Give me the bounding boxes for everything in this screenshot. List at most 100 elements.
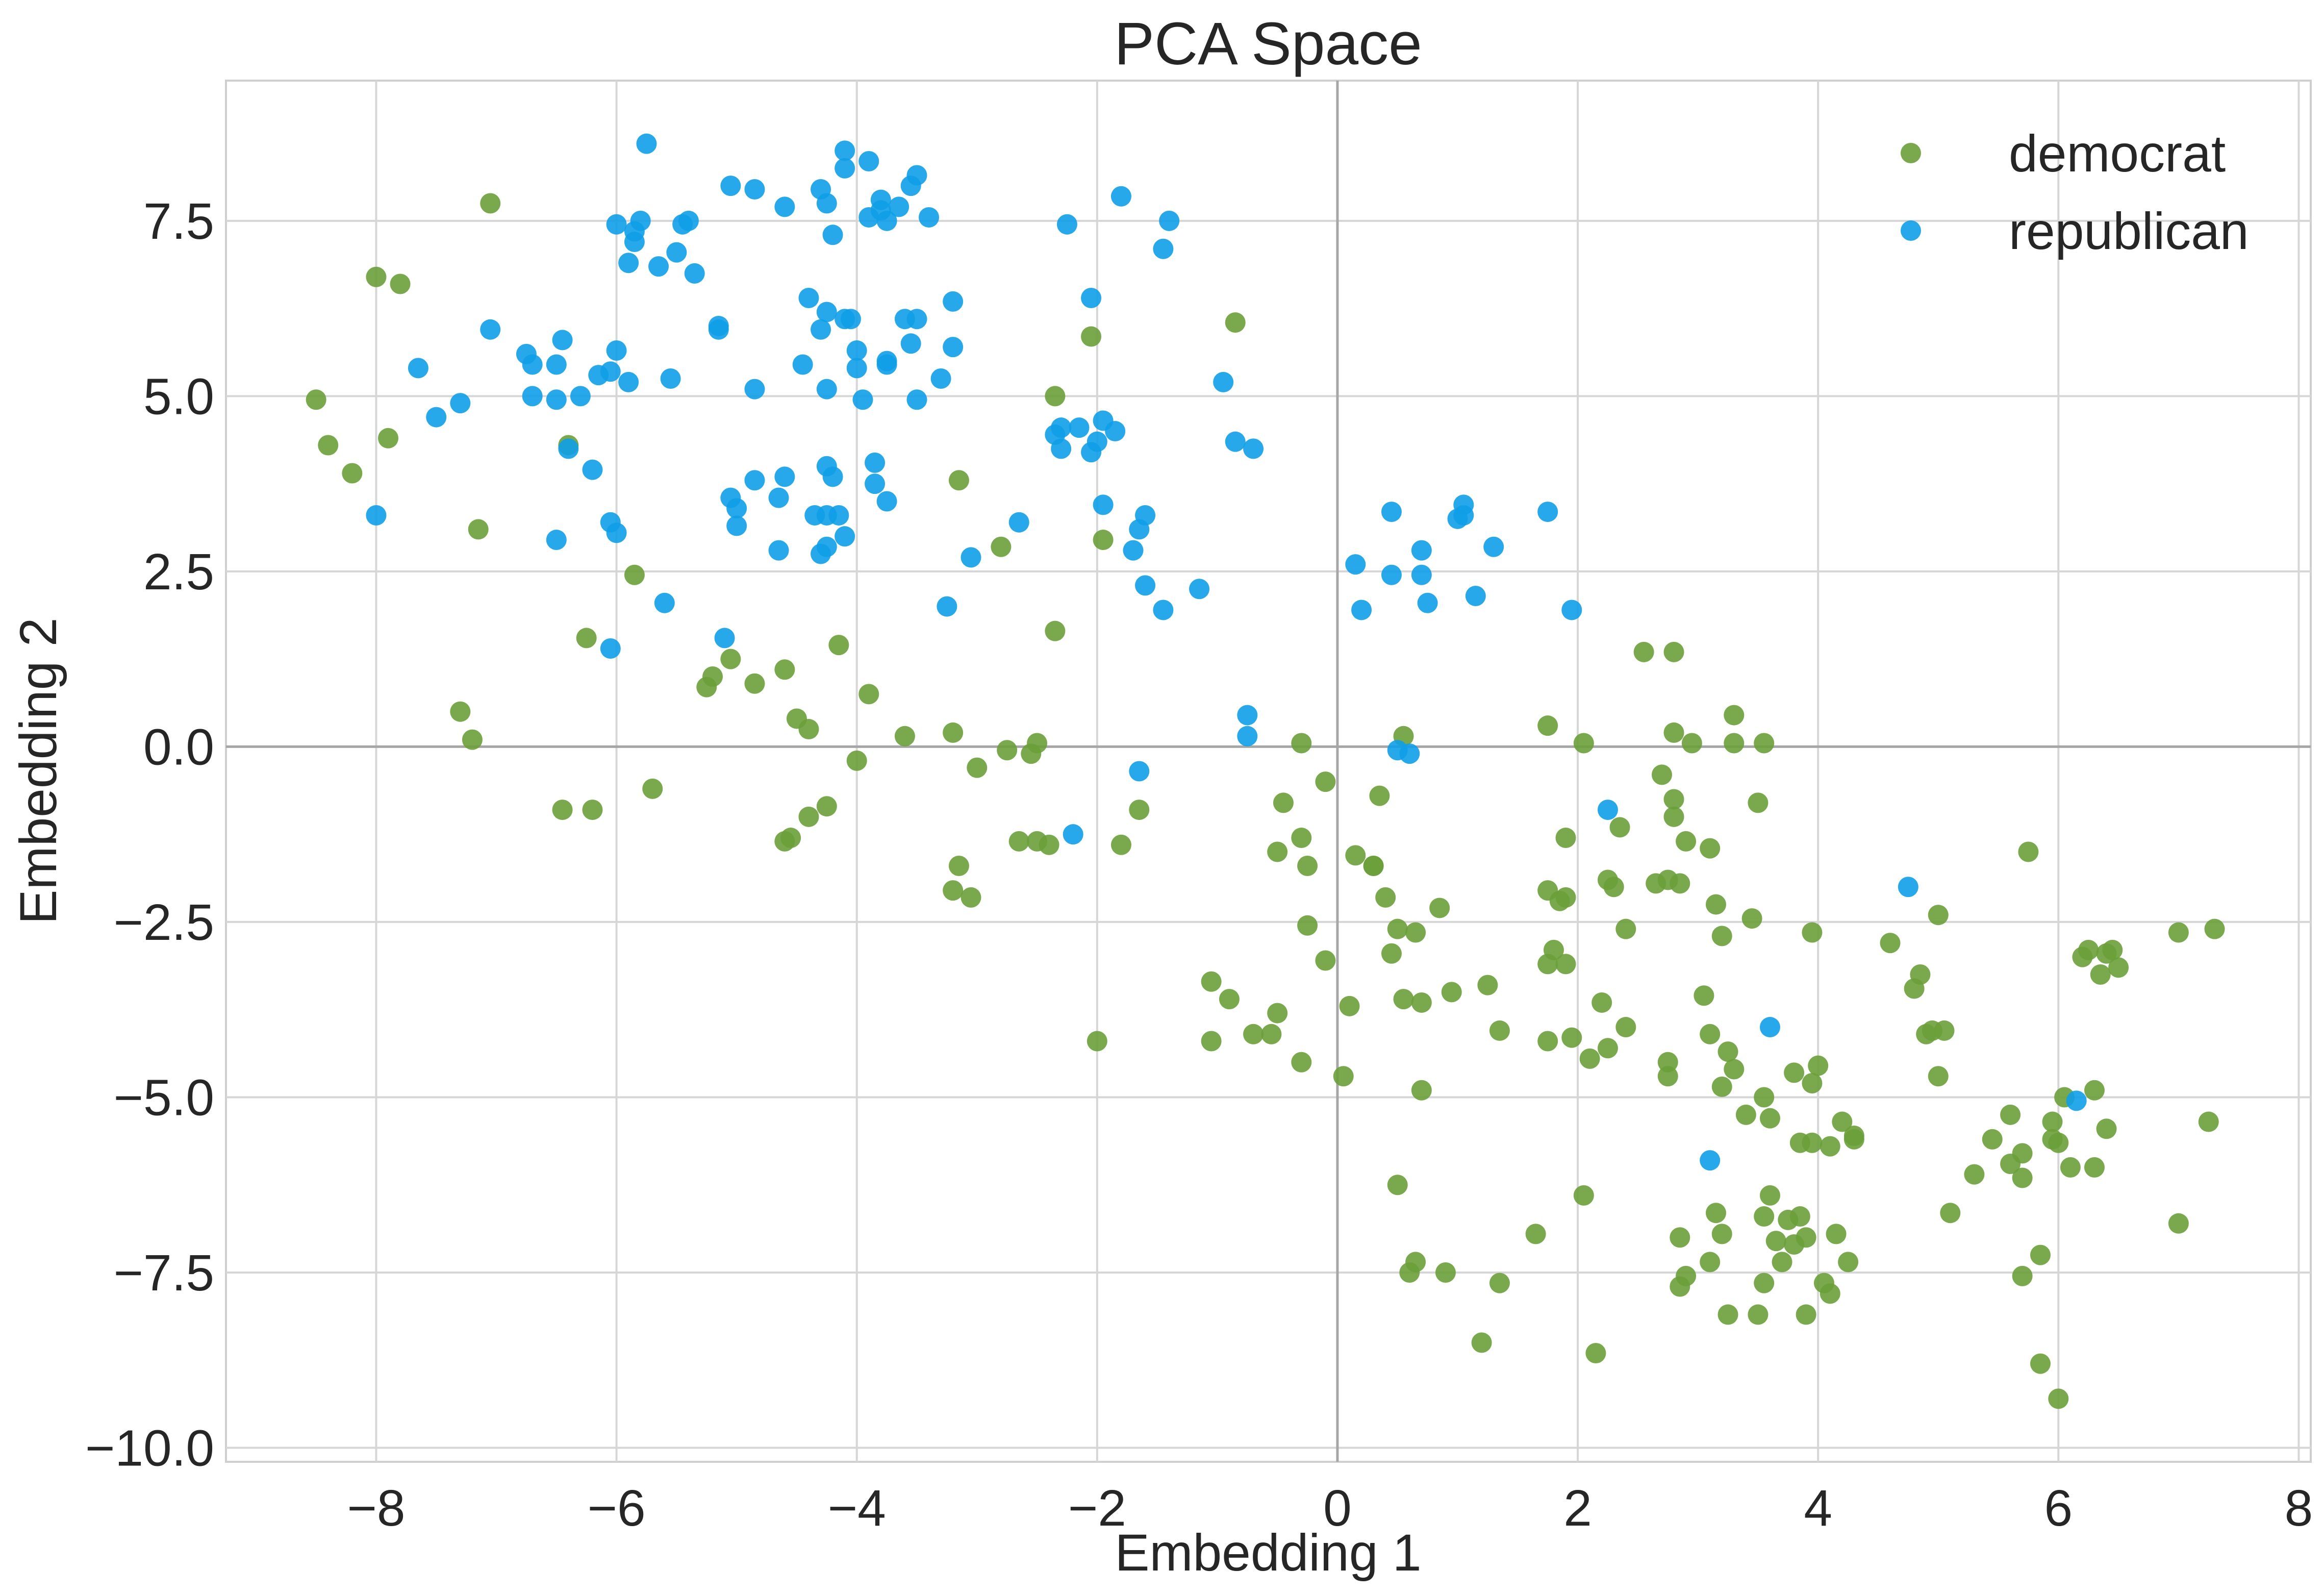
x-tick-label: −4 bbox=[828, 1480, 886, 1537]
point-republican bbox=[1123, 540, 1144, 561]
point-republican bbox=[900, 333, 921, 354]
point-republican bbox=[450, 393, 471, 414]
point-democrat bbox=[1081, 326, 1102, 347]
point-republican bbox=[552, 330, 573, 351]
point-republican bbox=[1417, 592, 1438, 613]
point-democrat bbox=[702, 666, 723, 687]
point-democrat bbox=[1928, 905, 1949, 926]
point-democrat bbox=[1711, 926, 1732, 946]
point-democrat bbox=[624, 564, 645, 585]
point-republican bbox=[846, 358, 867, 379]
point-democrat bbox=[1700, 1024, 1721, 1044]
point-republican bbox=[1411, 540, 1432, 561]
point-republican bbox=[930, 368, 951, 389]
point-democrat bbox=[1724, 733, 1745, 754]
point-democrat bbox=[1267, 841, 1288, 862]
x-tick-label: −6 bbox=[588, 1480, 646, 1537]
point-republican bbox=[1387, 740, 1408, 761]
point-democrat bbox=[1802, 922, 1823, 943]
point-democrat bbox=[2048, 1132, 2069, 1153]
point-democrat bbox=[744, 673, 765, 694]
point-republican bbox=[1381, 502, 1402, 522]
point-republican bbox=[816, 193, 837, 214]
point-republican bbox=[1345, 554, 1366, 575]
point-democrat bbox=[1087, 1031, 1107, 1052]
point-democrat bbox=[1694, 985, 1714, 1006]
point-republican bbox=[1243, 438, 1264, 459]
point-democrat bbox=[1748, 1304, 1769, 1325]
point-democrat bbox=[1471, 1332, 1492, 1353]
point-democrat bbox=[1711, 1076, 1732, 1097]
point-democrat bbox=[1129, 800, 1150, 820]
point-democrat bbox=[991, 536, 1012, 557]
legend-label-democrat: democrat bbox=[2009, 124, 2226, 183]
point-democrat bbox=[1843, 1126, 1864, 1147]
point-democrat bbox=[2012, 1143, 2033, 1164]
point-republican bbox=[876, 210, 897, 231]
point-democrat bbox=[378, 428, 399, 448]
point-democrat bbox=[1615, 918, 1636, 939]
y-tick-label: −5.0 bbox=[114, 1069, 214, 1126]
point-republican bbox=[1759, 1017, 1780, 1038]
point-democrat bbox=[948, 856, 969, 877]
point-republican bbox=[835, 526, 855, 547]
point-democrat bbox=[390, 273, 411, 294]
point-democrat bbox=[1201, 971, 1222, 992]
point-republican bbox=[660, 368, 681, 389]
point-democrat bbox=[1633, 641, 1654, 662]
point-democrat bbox=[1717, 1041, 1738, 1062]
data-points bbox=[306, 133, 2225, 1409]
point-democrat bbox=[1754, 1087, 1775, 1108]
point-democrat bbox=[1789, 1206, 1810, 1227]
point-democrat bbox=[552, 800, 573, 820]
point-democrat bbox=[1759, 1108, 1780, 1129]
point-democrat bbox=[1676, 1265, 1697, 1286]
point-democrat bbox=[2096, 1118, 2117, 1139]
point-republican bbox=[1110, 186, 1131, 207]
x-tick-label: 0 bbox=[1323, 1480, 1352, 1537]
point-democrat bbox=[1796, 1304, 1816, 1325]
point-republican bbox=[708, 315, 729, 336]
point-democrat bbox=[894, 726, 915, 746]
point-republican bbox=[906, 165, 927, 186]
y-tick-label: −7.5 bbox=[114, 1244, 214, 1302]
point-democrat bbox=[1670, 873, 1690, 894]
point-republican bbox=[546, 389, 567, 410]
point-democrat bbox=[2204, 918, 2225, 939]
legend: democrat republican bbox=[1901, 124, 2249, 260]
point-republican bbox=[606, 214, 627, 235]
point-democrat bbox=[1375, 887, 1396, 908]
point-republican bbox=[618, 253, 639, 273]
point-democrat bbox=[1838, 1252, 1859, 1273]
legend-marker-republican bbox=[1901, 220, 1921, 241]
point-republican bbox=[811, 319, 831, 340]
point-democrat bbox=[1243, 1024, 1264, 1044]
point-republican bbox=[1465, 585, 1486, 606]
point-democrat bbox=[1291, 828, 1312, 849]
point-democrat bbox=[943, 880, 964, 901]
point-republican bbox=[876, 491, 897, 512]
point-republican bbox=[1063, 824, 1083, 845]
point-democrat bbox=[1735, 1104, 1756, 1125]
point-democrat bbox=[1705, 894, 1726, 915]
point-republican bbox=[570, 386, 591, 407]
x-tick-label: −8 bbox=[347, 1480, 405, 1537]
point-republican bbox=[648, 256, 669, 277]
point-republican bbox=[852, 389, 873, 410]
point-republican bbox=[768, 540, 789, 561]
point-republican bbox=[774, 466, 795, 487]
point-republican bbox=[919, 207, 940, 228]
point-democrat bbox=[1670, 1227, 1690, 1248]
point-republican bbox=[906, 309, 927, 330]
point-republican bbox=[2066, 1090, 2087, 1111]
point-democrat bbox=[1910, 964, 1931, 985]
point-democrat bbox=[1201, 1031, 1222, 1052]
point-democrat bbox=[1387, 1175, 1408, 1195]
point-democrat bbox=[1297, 915, 1318, 936]
point-democrat bbox=[1928, 1066, 1949, 1087]
point-republican bbox=[835, 140, 855, 161]
point-republican bbox=[943, 337, 964, 358]
point-republican bbox=[726, 515, 747, 536]
point-democrat bbox=[2084, 1080, 2105, 1101]
point-republican bbox=[600, 638, 621, 659]
